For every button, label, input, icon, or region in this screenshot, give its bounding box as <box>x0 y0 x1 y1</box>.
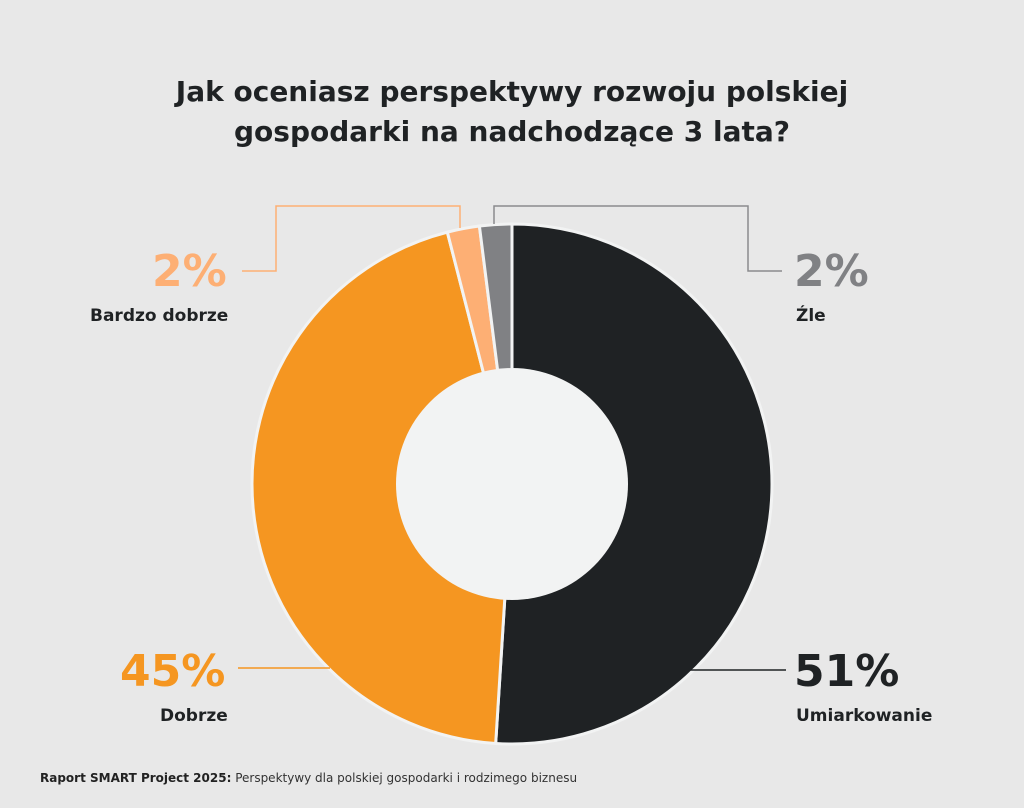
value-label-bardzo-dobrze: 2% <box>152 246 227 297</box>
category-label-dobrze: Dobrze <box>160 706 228 726</box>
leader-line-zle <box>493 205 782 272</box>
category-label-umiarkowanie: Umiarkowanie <box>796 706 933 726</box>
category-label-zle: Źle <box>796 306 826 326</box>
slice-dobrze <box>250 230 514 746</box>
title-line-2: gospodarki na nadchodzące 3 lata? <box>234 115 790 148</box>
value-label-dobrze: 45% <box>120 646 226 697</box>
title-line-1: Jak oceniasz perspektywy rozwoju polskie… <box>175 75 849 108</box>
chart-title: Jak oceniasz perspektywy rozwoju polskie… <box>0 72 1024 152</box>
value-label-umiarkowanie: 51% <box>794 646 900 697</box>
footer-source: Raport SMART Project 2025: Perspektywy d… <box>40 771 577 785</box>
category-label-bardzo-dobrze: Bardzo dobrze <box>90 306 229 326</box>
slice-umiarkowanie <box>494 222 774 746</box>
leader-line-bardzo-dobrze <box>242 205 461 272</box>
footer-description: Perspektywy dla polskiej gospodarki i ro… <box>231 771 578 785</box>
value-label-zle: 2% <box>794 246 869 297</box>
footer-report-name: Raport SMART Project 2025: <box>40 771 232 785</box>
donut-hole <box>396 368 628 600</box>
